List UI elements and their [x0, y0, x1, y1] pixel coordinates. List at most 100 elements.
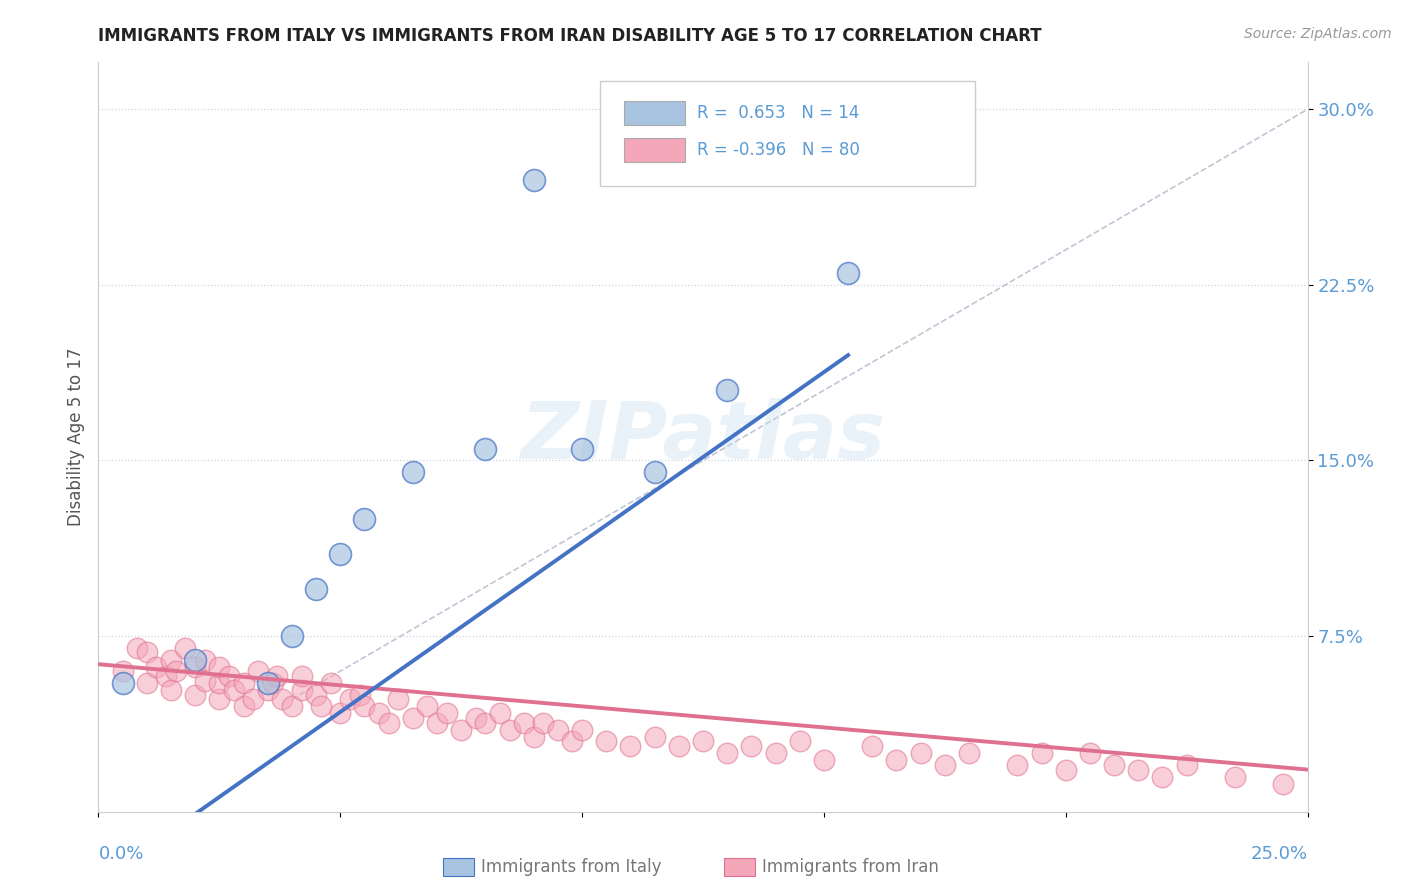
Point	[1223, 770, 1246, 784]
Point	[716, 384, 738, 398]
Point	[208, 692, 231, 706]
Point	[262, 676, 284, 690]
Point	[1031, 746, 1053, 760]
Point	[716, 746, 738, 760]
Point	[789, 734, 811, 748]
Point	[464, 711, 486, 725]
Point	[426, 715, 449, 730]
Point	[194, 652, 217, 666]
Point	[135, 676, 157, 690]
Point	[910, 746, 932, 760]
Point	[368, 706, 391, 721]
Point	[436, 706, 458, 721]
Text: 25.0%: 25.0%	[1250, 846, 1308, 863]
Point	[860, 739, 883, 753]
Point	[353, 699, 375, 714]
Point	[184, 688, 207, 702]
Point	[155, 669, 177, 683]
Point	[571, 723, 593, 737]
Point	[571, 442, 593, 456]
Point	[281, 629, 304, 643]
Point	[644, 465, 666, 479]
Point	[547, 723, 569, 737]
Point	[1152, 770, 1174, 784]
Point	[934, 758, 956, 772]
Point	[319, 676, 342, 690]
Point	[1128, 763, 1150, 777]
Text: Immigrants from Italy: Immigrants from Italy	[481, 858, 661, 876]
Point	[1102, 758, 1125, 772]
Point	[349, 688, 371, 702]
Point	[160, 683, 183, 698]
Point	[489, 706, 512, 721]
Point	[232, 676, 254, 690]
Point	[218, 669, 240, 683]
Bar	[624, 138, 685, 162]
Point	[498, 723, 520, 737]
Point	[523, 172, 546, 186]
Point	[1175, 758, 1198, 772]
Point	[957, 746, 980, 760]
Point	[305, 582, 328, 597]
Point	[208, 676, 231, 690]
Point	[387, 692, 409, 706]
Point	[329, 547, 352, 561]
Bar	[624, 101, 685, 125]
Point	[886, 753, 908, 767]
Point	[402, 465, 425, 479]
Point	[377, 715, 399, 730]
Point	[813, 753, 835, 767]
Point	[1078, 746, 1101, 760]
Point	[765, 746, 787, 760]
Text: R = -0.396   N = 80: R = -0.396 N = 80	[697, 141, 860, 159]
Point	[339, 692, 361, 706]
Text: IMMIGRANTS FROM ITALY VS IMMIGRANTS FROM IRAN DISABILITY AGE 5 TO 17 CORRELATION: IMMIGRANTS FROM ITALY VS IMMIGRANTS FROM…	[98, 27, 1042, 45]
Point	[160, 652, 183, 666]
Text: R =  0.653   N = 14: R = 0.653 N = 14	[697, 103, 859, 121]
Point	[692, 734, 714, 748]
Point	[145, 659, 167, 673]
Point	[474, 715, 496, 730]
Point	[165, 664, 187, 679]
Point	[523, 730, 546, 744]
Point	[402, 711, 425, 725]
Point	[1272, 776, 1295, 791]
Point	[1054, 763, 1077, 777]
Point	[242, 692, 264, 706]
Point	[174, 640, 197, 655]
Point	[450, 723, 472, 737]
Point	[256, 683, 278, 698]
Point	[1007, 758, 1029, 772]
Text: 0.0%: 0.0%	[98, 846, 143, 863]
Point	[416, 699, 439, 714]
Point	[266, 669, 288, 683]
Point	[247, 664, 270, 679]
Point	[619, 739, 641, 753]
Point	[531, 715, 554, 730]
Point	[290, 683, 312, 698]
Point	[135, 646, 157, 660]
Point	[271, 692, 294, 706]
Point	[309, 699, 332, 714]
Point	[561, 734, 583, 748]
Point	[329, 706, 352, 721]
Point	[668, 739, 690, 753]
Point	[281, 699, 304, 714]
Point	[513, 715, 536, 730]
Text: ZIPatlas: ZIPatlas	[520, 398, 886, 476]
Point	[184, 652, 207, 666]
Text: Immigrants from Iran: Immigrants from Iran	[762, 858, 939, 876]
Point	[740, 739, 762, 753]
Point	[127, 640, 149, 655]
Point	[111, 664, 134, 679]
Point	[194, 673, 217, 688]
Point	[305, 688, 328, 702]
Text: Source: ZipAtlas.com: Source: ZipAtlas.com	[1244, 27, 1392, 41]
Point	[595, 734, 617, 748]
Point	[232, 699, 254, 714]
Point	[111, 676, 134, 690]
Point	[184, 659, 207, 673]
Point	[256, 676, 278, 690]
Point	[353, 512, 375, 526]
Point	[222, 683, 245, 698]
